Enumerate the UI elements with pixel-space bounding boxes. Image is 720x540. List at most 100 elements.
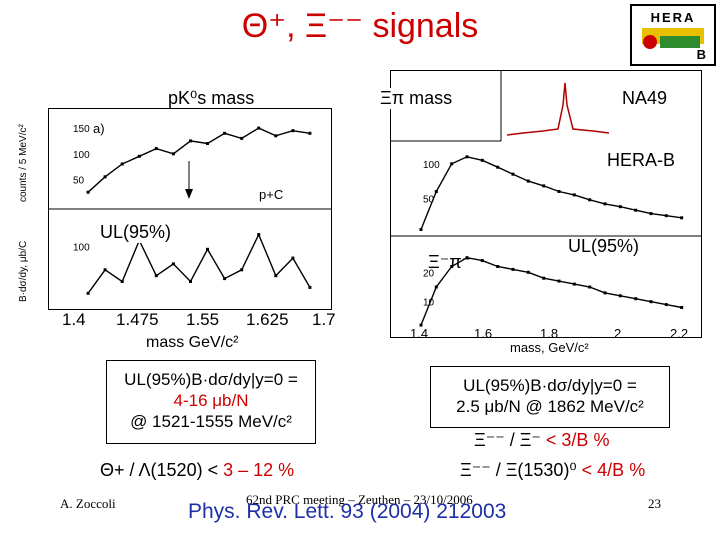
data-point bbox=[680, 216, 684, 220]
data-point bbox=[120, 162, 124, 166]
data-point bbox=[511, 267, 515, 271]
data-point bbox=[450, 265, 454, 268]
chart-a: 50 100 150 bbox=[73, 124, 312, 194]
y-tick-label: 50 bbox=[73, 175, 85, 186]
left-xlabel: mass GeV/c² bbox=[146, 334, 239, 351]
data-point bbox=[434, 190, 438, 193]
footer-author: A. Zoccoli bbox=[60, 496, 116, 511]
panel-a-label: pK⁰s mass bbox=[168, 88, 255, 108]
data-point bbox=[103, 175, 107, 179]
data-point bbox=[291, 129, 295, 133]
series-line bbox=[420, 156, 682, 230]
data-point bbox=[240, 136, 244, 140]
right-result-box: UL(95%)B·dσ/dy|y=0 = 2.5 μb/N @ 1862 MeV… bbox=[430, 366, 670, 428]
y-tick-label: 20 bbox=[423, 268, 435, 279]
chart-c: 50 100 bbox=[419, 155, 684, 231]
panel-b-label: UL(95%) bbox=[100, 222, 172, 243]
right-ratio1-value: < 3/B % bbox=[545, 430, 610, 450]
data-point bbox=[526, 270, 530, 274]
right-ratio1-prefix: Ξ⁻⁻ / Ξ⁻ bbox=[474, 430, 546, 450]
right-xtick: 1.6 bbox=[474, 326, 493, 341]
data-point bbox=[480, 259, 484, 263]
data-point bbox=[291, 256, 295, 260]
left-xtick: 1.55 bbox=[186, 310, 220, 329]
series-line bbox=[87, 232, 311, 294]
data-point bbox=[171, 152, 175, 156]
right-ratio2-prefix: Ξ⁻⁻ / Ξ(1530)⁰ bbox=[460, 460, 582, 480]
data-point bbox=[557, 190, 561, 193]
na49-label: NA49 bbox=[622, 88, 668, 108]
right-panel-label: Ξπ mass bbox=[380, 88, 453, 109]
y-tick-label: 50 bbox=[423, 194, 435, 205]
data-point bbox=[588, 198, 592, 202]
data-point bbox=[308, 131, 312, 135]
data-point bbox=[664, 214, 668, 218]
left-result-line2: 4-16 μb/N bbox=[173, 391, 249, 410]
data-point bbox=[634, 208, 638, 212]
footer-page-number: 23 bbox=[648, 496, 661, 511]
right-xlabel: mass, GeV/c² bbox=[510, 340, 589, 355]
right-xticks: 1.4 1.6 1.8 2 2.2 bbox=[390, 326, 700, 342]
left-ratio-value: 3 – 12 % bbox=[223, 460, 295, 480]
data-point bbox=[496, 165, 500, 169]
data-point bbox=[257, 126, 261, 130]
data-point bbox=[154, 147, 158, 151]
data-point bbox=[603, 202, 607, 206]
panel-a-tag: a) bbox=[93, 121, 105, 136]
y-tick-label: 100 bbox=[73, 150, 90, 161]
data-point bbox=[86, 190, 90, 194]
data-point bbox=[465, 256, 469, 260]
data-point bbox=[223, 277, 227, 281]
channel-label: Ξ⁻π⁻ bbox=[428, 252, 472, 272]
data-point bbox=[154, 274, 158, 278]
herab-label: HERA-B bbox=[607, 150, 676, 170]
data-point bbox=[588, 285, 592, 289]
y-tick-label: 100 bbox=[423, 160, 440, 171]
data-point bbox=[572, 282, 576, 286]
logo-bottom-text: B bbox=[696, 47, 706, 62]
data-point bbox=[137, 154, 141, 158]
y-tick-label: 10 bbox=[423, 298, 435, 309]
na49-inset-chart bbox=[506, 82, 610, 136]
left-xtick: 1.4 bbox=[62, 310, 86, 329]
data-point bbox=[206, 142, 209, 145]
right-ratio2-value: < 4/B % bbox=[581, 460, 646, 480]
footer-reference: Phys. Rev. Lett. 93 (2004) 212003 bbox=[188, 500, 507, 523]
data-point bbox=[434, 285, 438, 289]
data-point bbox=[206, 247, 209, 251]
data-point bbox=[419, 228, 423, 231]
data-point bbox=[542, 276, 546, 280]
left-plot-svg: 50 100 150 100 a) p+C bbox=[49, 121, 331, 295]
footer-meeting: 62nd PRC meeting – Zeuthen – 23/10/2006 bbox=[246, 492, 473, 507]
right-xtick: 2.2 bbox=[670, 326, 689, 341]
data-point bbox=[618, 205, 622, 209]
chart-d: 10 20 bbox=[419, 256, 684, 327]
panel-b-ylabel: B·dσ/dy, μb/C bbox=[18, 240, 29, 302]
data-point bbox=[572, 193, 576, 197]
logo-graphic bbox=[642, 28, 704, 49]
data-point bbox=[649, 300, 653, 304]
left-plot-frame: 50 100 150 100 a) p+C bbox=[48, 108, 332, 310]
left-xtick: 1.7 bbox=[312, 310, 336, 329]
data-point bbox=[634, 297, 638, 301]
right-plot-frame: 50 100 10 20 bbox=[390, 70, 702, 338]
series-line bbox=[87, 127, 311, 193]
data-point bbox=[664, 303, 668, 307]
data-point bbox=[274, 274, 278, 278]
series-line bbox=[420, 256, 682, 326]
panel-a-ylabel: counts / 5 MeV/c² bbox=[18, 124, 29, 202]
data-point bbox=[603, 291, 607, 295]
left-ratio-prefix: Θ+ / Λ(1520) < bbox=[100, 460, 224, 480]
right-plot-svg: 50 100 10 20 bbox=[391, 71, 701, 327]
data-point bbox=[171, 262, 175, 266]
na49-series-line bbox=[506, 82, 610, 136]
data-point bbox=[120, 280, 124, 283]
data-point bbox=[480, 158, 484, 162]
right-ul-label: UL(95%) bbox=[568, 236, 640, 256]
data-point bbox=[511, 172, 515, 176]
panel-a-process: p+C bbox=[259, 187, 283, 202]
right-ratio1: Ξ⁻⁻ / Ξ⁻ < 3/B % bbox=[474, 430, 609, 451]
data-point bbox=[465, 155, 469, 159]
hera-b-logo: HERA B bbox=[630, 4, 716, 66]
data-point bbox=[450, 162, 454, 166]
